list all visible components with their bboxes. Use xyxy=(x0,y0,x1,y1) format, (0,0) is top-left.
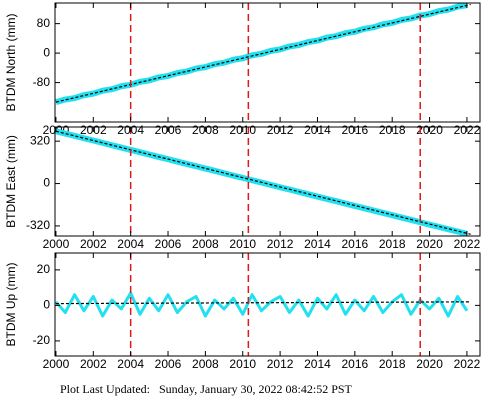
x-tick-label: 2010 xyxy=(229,357,256,371)
x-tick-label: 2022 xyxy=(454,357,481,371)
y-tick-label: 0 xyxy=(43,45,50,59)
model-line xyxy=(55,3,471,103)
x-tick-label: 2000 xyxy=(43,357,70,371)
x-tick-label: 2016 xyxy=(341,237,368,251)
y-tick-label: 80 xyxy=(37,16,51,30)
x-tick-label: 2016 xyxy=(341,357,368,371)
x-tick-label: 2002 xyxy=(80,237,107,251)
y-tick-label: 320 xyxy=(30,133,50,147)
y-axis-title: BTDM Up (mm) xyxy=(4,263,18,347)
plot-frame xyxy=(54,2,481,123)
x-tick-label: 2020 xyxy=(416,357,443,371)
y-tick-label: 0 xyxy=(43,298,50,312)
x-tick-label: 2014 xyxy=(304,237,331,251)
x-tick-label: 2002 xyxy=(80,357,107,371)
observed-line xyxy=(55,291,469,318)
x-tick-label: 2008 xyxy=(192,237,219,251)
model-line xyxy=(55,130,471,235)
y-axis-title: BTDM North (mm) xyxy=(4,14,18,112)
x-tick-label: 2018 xyxy=(379,357,406,371)
y-axis-title: BTDM East (mm) xyxy=(4,135,18,228)
plot-frame xyxy=(54,126,481,237)
x-tick-label: 2012 xyxy=(267,357,294,371)
x-tick-label: 2020 xyxy=(416,237,443,251)
y-tick-label: -80 xyxy=(33,75,51,89)
x-tick-label: 2018 xyxy=(379,237,406,251)
x-tick-label: 2000 xyxy=(43,237,70,251)
y-tick-label: -20 xyxy=(33,333,51,347)
x-tick-label: 2004 xyxy=(117,357,144,371)
y-tick-label: -320 xyxy=(26,218,50,232)
plot-frame xyxy=(54,252,481,357)
x-tick-label: 2014 xyxy=(304,357,331,371)
footer: Plot Last Updated: Sunday, January 30, 2… xyxy=(60,382,353,396)
x-tick-label: 2006 xyxy=(155,237,182,251)
x-tick-label: 2004 xyxy=(117,237,144,251)
x-tick-label: 2006 xyxy=(155,357,182,371)
x-tick-label: 2010 xyxy=(229,237,256,251)
x-tick-label: 2022 xyxy=(454,237,481,251)
model-line xyxy=(55,301,471,305)
y-tick-label: 20 xyxy=(37,262,51,276)
x-tick-label: 2012 xyxy=(267,237,294,251)
y-tick-label: 0 xyxy=(43,176,50,190)
x-tick-label: 2008 xyxy=(192,357,219,371)
